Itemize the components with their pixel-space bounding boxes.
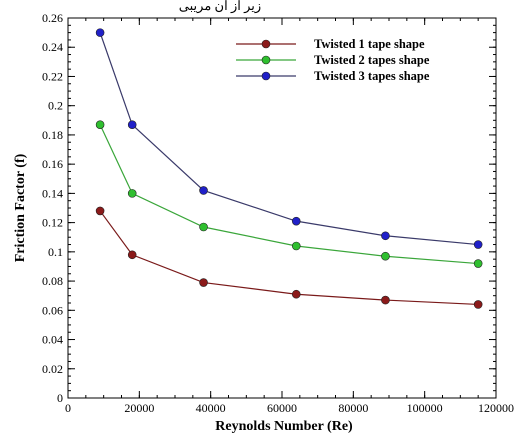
- axes: 0 20000 40000 60000 80000 100000 120000 0 0.02 0.…: [42, 11, 514, 415]
- series-point: [473, 240, 483, 249]
- y-tick-label: 0.16: [42, 157, 63, 171]
- series-group: [95, 206, 483, 309]
- series-point: [199, 278, 208, 287]
- series-group: [95, 120, 483, 268]
- legend-marker: [261, 39, 271, 49]
- legend: Twisted 1 tape shape Twisted 2 tapes shap…: [236, 37, 430, 83]
- series-line: [99, 32, 479, 246]
- x-axis-title: Reynolds Number (Re): [215, 419, 353, 434]
- legend-marker: [261, 71, 271, 81]
- y-tick-label: 0.02: [42, 362, 63, 376]
- x-tick-label: 40000: [196, 401, 226, 415]
- y-tick-label: 0.22: [42, 69, 63, 83]
- y-tick-label: 0.08: [42, 274, 63, 288]
- y-tick-label: 0.18: [42, 128, 63, 142]
- series-point: [127, 189, 137, 198]
- series-point: [473, 300, 483, 309]
- y-tick-label: 0.12: [42, 216, 63, 230]
- series-group: [95, 28, 483, 249]
- series-point: [127, 120, 137, 129]
- plot-frame: [67, 17, 497, 399]
- x-tick-label: 60000: [267, 401, 297, 415]
- series-layer: [95, 28, 483, 309]
- y-tick-label: 0.1: [48, 245, 63, 259]
- legend-label: Twisted 3 tapes shape: [314, 69, 430, 83]
- x-tick-label: 0: [65, 401, 71, 415]
- y-tick-label: 0.06: [42, 303, 63, 317]
- x-tick-label: 100000: [407, 401, 443, 415]
- legend-label: Twisted 1 tape shape: [314, 37, 425, 51]
- y-tick-label: 0.14: [42, 186, 63, 200]
- series-point: [199, 222, 208, 232]
- series-point: [291, 241, 301, 251]
- series-point: [291, 216, 301, 226]
- legend-marker: [261, 55, 271, 65]
- x-tick-label: 20000: [124, 401, 154, 415]
- series-point: [381, 295, 390, 305]
- series-point: [127, 250, 137, 260]
- x-tick-label: 120000: [478, 401, 514, 415]
- series-point: [473, 259, 483, 268]
- y-axis-title: Friction Factor (f): [13, 153, 28, 262]
- y-tick-label: 0.2: [48, 99, 63, 113]
- series-line: [99, 210, 479, 306]
- series-line: [99, 124, 479, 265]
- top-caption-text: زیر از آن مریبی: [179, 0, 261, 14]
- series-point: [381, 231, 390, 241]
- series-point: [95, 120, 105, 129]
- y-tick-label: 0.26: [42, 11, 63, 25]
- y-tick-label: 0.04: [42, 333, 63, 347]
- series-point: [95, 206, 105, 216]
- y-tick-label: 0: [57, 391, 63, 405]
- series-point: [381, 251, 390, 261]
- x-tick-label: 80000: [338, 401, 368, 415]
- series-point: [291, 289, 301, 299]
- series-point: [95, 28, 105, 37]
- series-point: [199, 186, 208, 195]
- y-tick-label: 0.24: [42, 40, 63, 54]
- legend-label: Twisted 2 tapes shape: [314, 53, 430, 67]
